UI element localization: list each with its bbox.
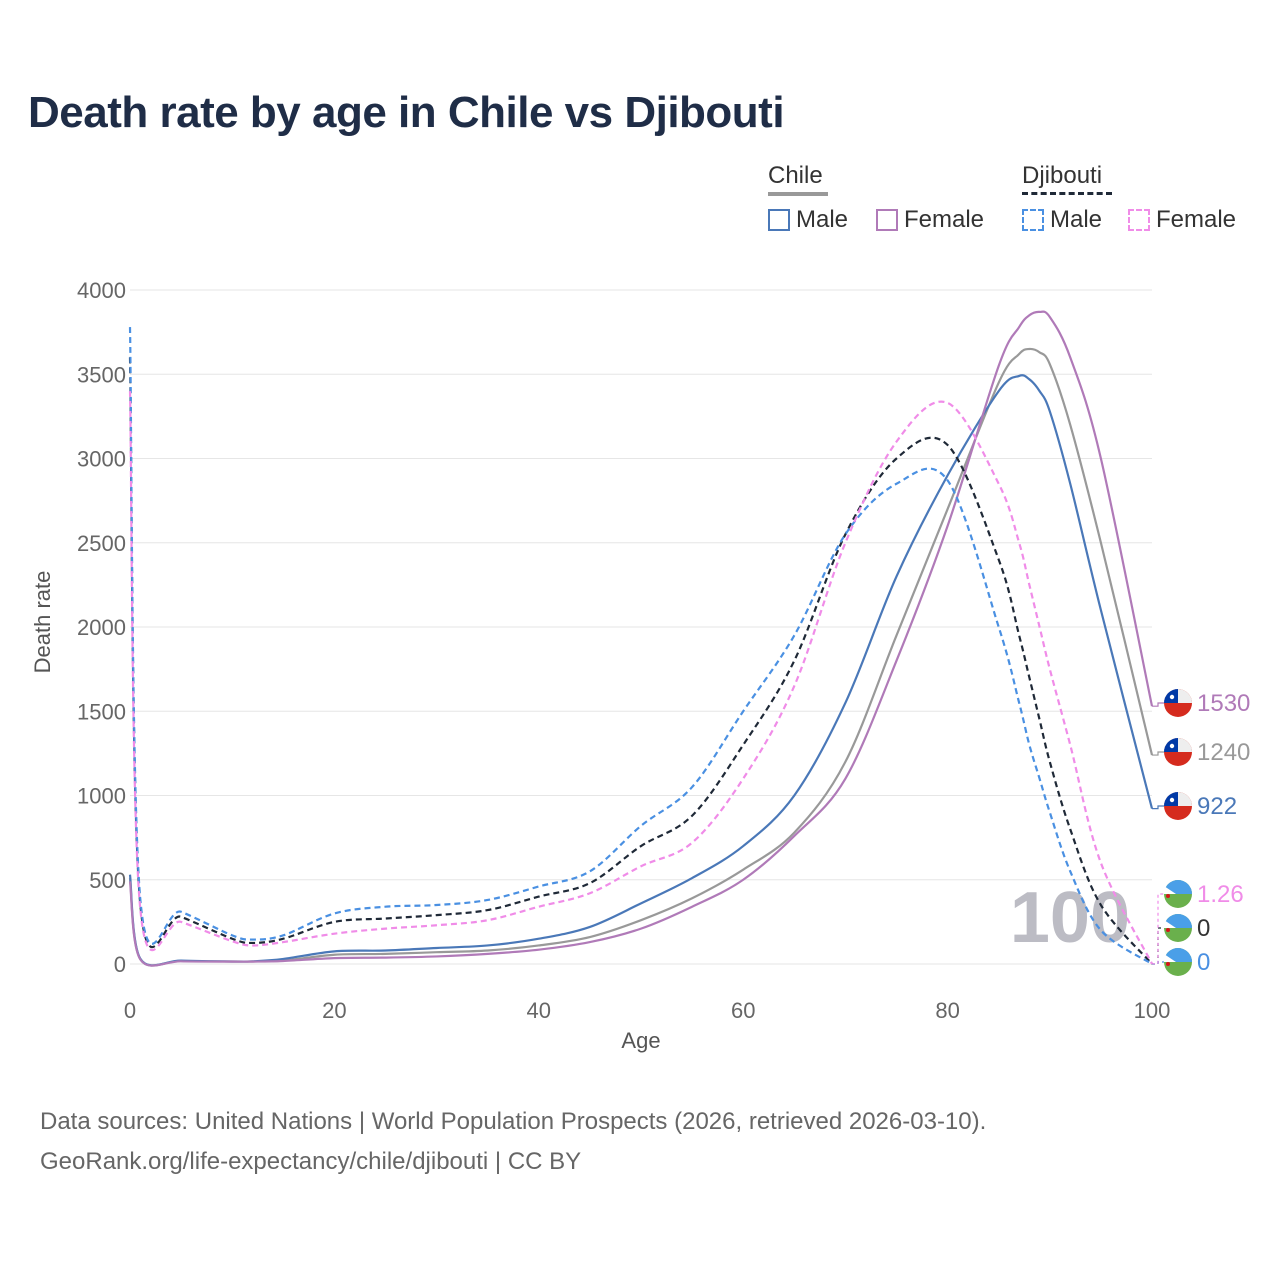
end-label-djibouti-male: 0	[1197, 949, 1210, 976]
end-label-chile-female: 1530	[1197, 690, 1250, 717]
y-tick-3000: 3000	[77, 447, 126, 472]
y-tick-3500: 3500	[77, 362, 126, 387]
legend-djibouti-line	[1022, 192, 1112, 195]
legend-djibouti-female[interactable]: Female	[1128, 206, 1236, 234]
legend-djibouti-label: Djibouti	[1022, 162, 1103, 189]
legend-chile-male-swatch	[768, 209, 790, 231]
chile-flag-icon	[1164, 792, 1192, 820]
legend-chile-female-swatch	[876, 209, 898, 231]
legend-djibouti-female-label: Female	[1156, 206, 1237, 233]
legend-djibouti-header[interactable]: Djibouti	[1022, 162, 1112, 195]
series-line-chile-male[interactable]	[128, 374, 1154, 967]
x-tick-20: 20	[322, 998, 346, 1023]
y-tick-2000: 2000	[77, 615, 126, 640]
end-label-chile-male: 922	[1197, 793, 1237, 820]
end-connector-chile-female	[1152, 702, 1164, 707]
series-line-djibouti-total[interactable]	[128, 357, 1153, 965]
y-tick-labels: 0 500 1000 1500 2000 2500 3000 3500 4000	[77, 278, 126, 977]
y-tick-1500: 1500	[77, 699, 126, 724]
chart-title: Death rate by age in Chile vs Djibouti	[28, 88, 785, 137]
legend-chile-male[interactable]: Male	[768, 206, 848, 234]
y-tick-500: 500	[89, 868, 126, 893]
x-tick-80: 80	[935, 998, 959, 1023]
chile-flag-icon	[1164, 738, 1192, 766]
series-line-djibouti-male[interactable]	[128, 327, 1153, 965]
x-tick-60: 60	[731, 998, 755, 1023]
footer-source: Data sources: United Nations | World Pop…	[40, 1108, 987, 1135]
legend-djibouti-male-swatch	[1022, 209, 1044, 231]
y-tick-2500: 2500	[77, 531, 126, 556]
x-tick-100: 100	[1134, 998, 1171, 1023]
y-axis-label: Death rate	[30, 571, 55, 674]
grid	[130, 289, 1152, 965]
end-label-chile-total: 1240	[1197, 739, 1250, 766]
series-line-chile-female[interactable]	[128, 310, 1154, 967]
legend-chile-female-label: Female	[904, 206, 985, 233]
y-tick-0: 0	[114, 952, 126, 977]
x-tick-labels: 0 20 40 60 80 100	[124, 998, 1170, 1023]
x-tick-0: 0	[124, 998, 136, 1023]
year-watermark: 100	[1010, 878, 1130, 958]
y-tick-4000: 4000	[77, 278, 126, 303]
series-line-chile-total[interactable]	[128, 347, 1154, 967]
legend-chile-label: Chile	[768, 162, 823, 189]
djibouti-flag-icon	[1164, 914, 1192, 942]
series-line-djibouti-female[interactable]	[128, 391, 1153, 965]
legend-chile-line	[768, 192, 828, 196]
x-axis-label: Age	[621, 1028, 660, 1053]
legend-djibouti-female-swatch	[1128, 209, 1150, 231]
footer-credit[interactable]: GeoRank.org/life-expectancy/chile/djibou…	[40, 1148, 582, 1175]
legend-djibouti-male[interactable]: Male	[1022, 206, 1102, 234]
series-lines	[128, 310, 1154, 967]
y-tick-1000: 1000	[77, 784, 126, 809]
end-label-djibouti-total: 0	[1197, 915, 1210, 942]
end-connector-djibouti-female	[1152, 893, 1164, 965]
end-label-djibouti-female: 1.26	[1197, 881, 1244, 908]
chile-flag-icon	[1164, 689, 1192, 717]
end-connector-chile-male	[1152, 805, 1164, 810]
legend-chile-male-label: Male	[796, 206, 849, 233]
end-connector-chile-total	[1152, 751, 1164, 756]
end-markers: 1240 922 1530 0 0 1.26	[1152, 689, 1250, 976]
djibouti-flag-icon	[1164, 880, 1192, 908]
legend-djibouti-male-label: Male	[1050, 206, 1103, 233]
legend-chile-female[interactable]: Female	[876, 206, 984, 234]
legend-chile-header[interactable]: Chile	[768, 162, 828, 196]
djibouti-flag-icon	[1164, 948, 1192, 976]
x-tick-40: 40	[527, 998, 551, 1023]
